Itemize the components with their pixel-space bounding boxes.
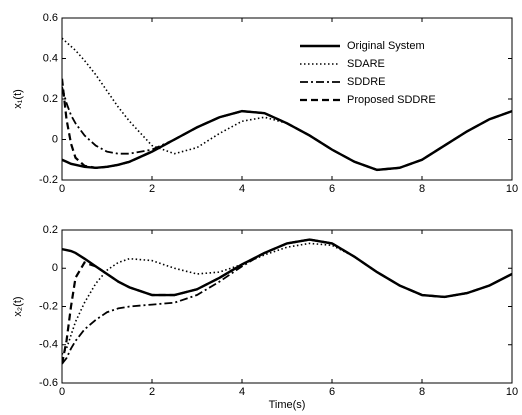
y-tick-label: -0.2 xyxy=(39,174,58,186)
series-line xyxy=(62,242,512,355)
x-tick-label: 10 xyxy=(506,386,518,398)
y-axis-label: x₁(t) xyxy=(12,89,24,109)
x-tick-label: 0 xyxy=(59,386,65,398)
plot-area xyxy=(61,17,513,181)
legend-label: SDDRE xyxy=(347,76,386,88)
y-tick-label: 0.4 xyxy=(43,52,58,64)
y-tick-label: 0.6 xyxy=(43,12,58,24)
x-tick-label: 2 xyxy=(149,183,155,195)
y-tick-label: 0 xyxy=(52,262,58,274)
legend-label: Original System xyxy=(347,40,425,52)
y-tick-label: -0.4 xyxy=(39,339,58,351)
x-tick-label: 4 xyxy=(239,386,245,398)
y-tick-label: -0.6 xyxy=(39,377,58,389)
series-line xyxy=(62,238,512,365)
x-tick-label: 10 xyxy=(506,183,518,195)
series-line xyxy=(62,238,512,365)
y-tick-label: -0.2 xyxy=(39,300,58,312)
y-axis-label: x₂(t) xyxy=(12,296,24,316)
x-tick-label: 2 xyxy=(149,386,155,398)
x-tick-label: 8 xyxy=(419,386,425,398)
x-tick-label: 8 xyxy=(419,183,425,195)
x-axis-label: Time(s) xyxy=(269,399,306,411)
x-tick-label: 4 xyxy=(239,183,245,195)
x-tick-label: 0 xyxy=(59,183,65,195)
y-tick-label: 0.2 xyxy=(43,93,58,105)
series-line xyxy=(62,78,512,171)
x-tick-label: 6 xyxy=(329,183,335,195)
legend-label: SDARE xyxy=(347,58,385,70)
x-tick-label: 6 xyxy=(329,386,335,398)
y-tick-label: 0 xyxy=(52,133,58,145)
legend-label: Proposed SDDRE xyxy=(347,94,436,106)
y-tick-label: 0.2 xyxy=(43,224,58,236)
